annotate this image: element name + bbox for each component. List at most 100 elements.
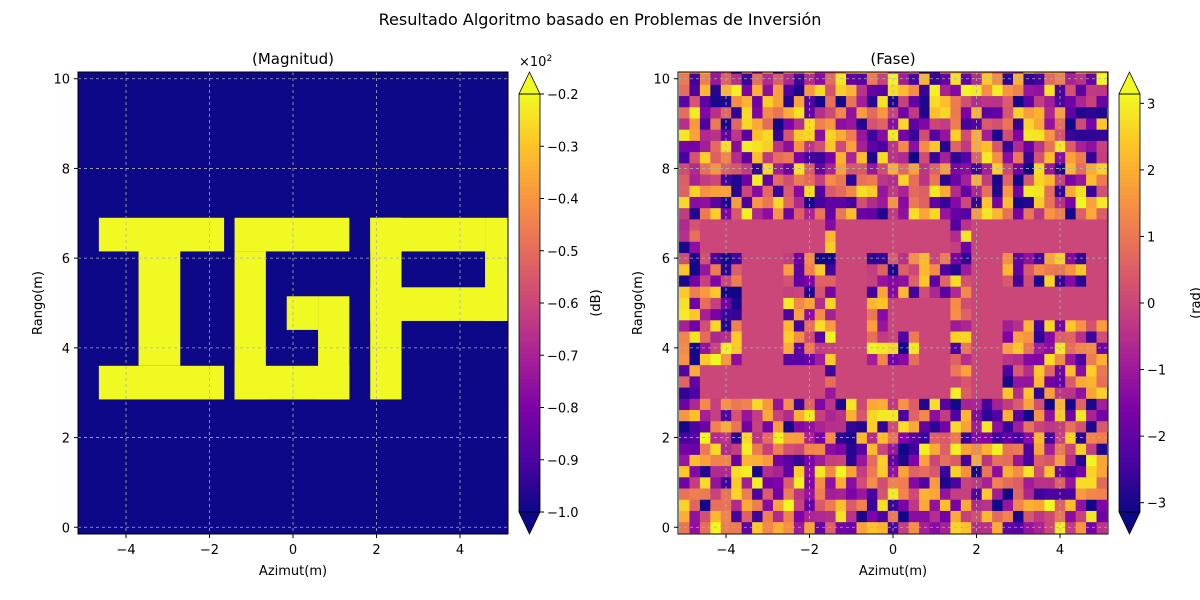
heatmap-cell	[1002, 185, 1014, 197]
colorbar-tick-label: −0.4	[547, 193, 579, 208]
heatmap-cell	[856, 387, 868, 399]
heatmap-cell	[856, 465, 868, 478]
heatmap-cell	[939, 465, 951, 478]
heatmap-cell	[1096, 510, 1108, 523]
heatmap-cell	[814, 454, 826, 467]
heatmap-cell	[699, 106, 711, 119]
heatmap-cell	[741, 207, 753, 220]
heatmap-cell	[992, 106, 1004, 119]
heatmap-cell	[1096, 241, 1108, 254]
heatmap-cell	[710, 274, 722, 287]
heatmap-cell	[929, 510, 941, 523]
heatmap-cell	[814, 488, 826, 500]
heatmap-cell	[793, 174, 805, 186]
heatmap-cell	[1086, 140, 1098, 153]
heatmap-cell	[762, 129, 774, 141]
heatmap-cell	[856, 431, 868, 444]
heatmap-cell	[1106, 286, 1108, 298]
heatmap-cell	[1096, 95, 1108, 108]
heatmap-cell	[929, 409, 941, 422]
heatmap-cell	[950, 196, 962, 209]
heatmap-cell	[981, 510, 993, 523]
colorbar-segment	[519, 432, 540, 438]
heatmap-cell	[846, 420, 857, 433]
heatmap-cell	[919, 230, 931, 242]
heatmap-cell	[835, 185, 847, 197]
heatmap-cell	[772, 488, 784, 500]
heatmap-cell	[772, 499, 784, 511]
colorbar-segment	[1119, 181, 1140, 187]
heatmap-cell	[929, 499, 941, 511]
heatmap-cell	[783, 129, 795, 141]
heatmap-cell	[689, 185, 701, 197]
panel-fase: −4 −2 0 2 40246810(Fase)Azimut(m)Rango(m)−3−…	[631, 50, 1200, 579]
colorbar-segment	[1119, 106, 1140, 112]
heatmap-cell	[939, 274, 951, 287]
heatmap-cell	[1054, 353, 1066, 366]
heatmap-cell	[992, 510, 1004, 523]
heatmap-cell	[752, 465, 764, 478]
heatmap-cell	[919, 476, 931, 489]
heatmap-cell	[752, 364, 764, 377]
heatmap-cell	[981, 151, 993, 164]
heatmap-cell	[971, 106, 983, 119]
heatmap-cell	[1065, 185, 1077, 197]
heatmap-cell	[971, 117, 983, 130]
heatmap-cell	[1044, 364, 1056, 377]
heatmap-cell	[1044, 230, 1056, 242]
heatmap-cell	[720, 95, 732, 108]
colorbar-segment	[519, 407, 540, 413]
heatmap-cell	[929, 331, 941, 343]
x-tick-label: −4	[116, 543, 135, 558]
colorbar-segment	[519, 323, 540, 329]
heatmap-cell	[856, 521, 868, 534]
colorbar-segment	[1119, 102, 1140, 108]
y-tick-label: 8	[662, 162, 670, 177]
heatmap-cell	[919, 465, 931, 478]
colorbar-segment	[519, 106, 540, 112]
heatmap-cell	[1013, 443, 1024, 455]
heatmap-cell	[846, 140, 857, 153]
heatmap-cell	[898, 476, 910, 489]
heatmap-cell	[919, 331, 931, 343]
heatmap-cell	[689, 162, 701, 175]
heatmap-cell	[1065, 230, 1077, 242]
heatmap-cell	[793, 454, 805, 467]
heatmap-cell	[971, 185, 983, 197]
heatmap-cell	[846, 73, 857, 85]
heatmap-cell	[1106, 409, 1108, 422]
heatmap-cell	[731, 521, 743, 534]
heatmap-cell	[992, 117, 1004, 130]
heatmap-cell	[762, 297, 774, 310]
heatmap-cell	[731, 398, 743, 411]
heatmap-cell	[866, 286, 878, 298]
heatmap-cell	[1013, 375, 1024, 388]
heatmap-cell	[1054, 106, 1066, 119]
heatmap-cell	[720, 465, 732, 478]
heatmap-cell	[1013, 342, 1024, 354]
heatmap-cell	[1033, 218, 1045, 231]
heatmap-cell	[908, 420, 920, 433]
heatmap-cell	[825, 308, 837, 321]
heatmap-cell	[939, 364, 951, 377]
heatmap-cell	[1002, 241, 1014, 254]
colorbar-segment	[519, 411, 540, 417]
heatmap-cell	[752, 263, 764, 276]
x-tick-label: −2	[800, 543, 819, 558]
heatmap-cell	[783, 95, 795, 108]
heatmap-cell	[1054, 196, 1066, 209]
heatmap-cell	[1013, 431, 1024, 444]
heatmap-cell	[825, 353, 837, 366]
colorbar-segment	[519, 353, 540, 358]
heatmap-cell	[992, 274, 1004, 287]
y-tick-label: 8	[62, 162, 70, 177]
heatmap-cell	[1096, 84, 1108, 97]
heatmap-cell	[1065, 196, 1077, 209]
heatmap-cell	[1044, 387, 1056, 399]
heatmap-cell	[846, 476, 857, 489]
heatmap-cell	[731, 308, 743, 321]
heatmap-cell	[1086, 375, 1098, 388]
heatmap-cell	[1086, 398, 1098, 411]
heatmap-cell	[960, 398, 972, 411]
heatmap-cell	[1065, 398, 1077, 411]
